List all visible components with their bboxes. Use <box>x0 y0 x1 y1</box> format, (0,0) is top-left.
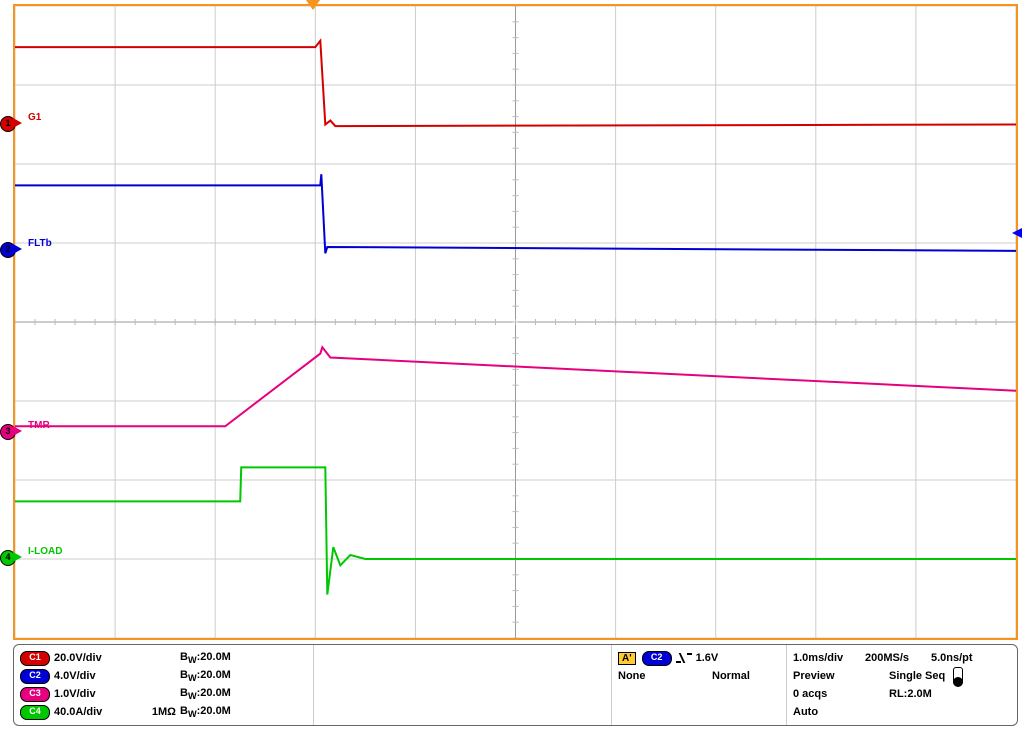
acq-count: 0 acqs <box>793 688 885 700</box>
channel-pill: C2 <box>20 669 50 684</box>
trigger-a-badge: A' <box>618 652 636 665</box>
acq-state: Preview <box>793 670 885 682</box>
trigger-level: 1.6V <box>696 652 719 664</box>
channel-bw: BW:20.0M <box>180 687 231 701</box>
channel-scale: 20.0V/div <box>54 652 132 664</box>
ch4-label: I-LOAD <box>28 546 62 557</box>
channel-scale: 40.0A/div <box>54 706 132 718</box>
time-resolution: 5.0ns/pt <box>931 652 973 664</box>
waveform-svg <box>15 6 1016 638</box>
channel-row: C3 1.0V/div BW:20.0M <box>20 685 307 703</box>
trigger-mode-left: None <box>618 670 708 682</box>
trigger-source-pill: C2 <box>642 651 672 666</box>
channel-bw: BW:20.0M <box>180 651 231 665</box>
channel-pill: C4 <box>20 705 50 720</box>
sample-rate: 200MS/s <box>865 652 927 664</box>
channel-bw: BW:20.0M <box>180 705 231 719</box>
ch2-label: FLTb <box>28 238 52 249</box>
trigger-level-arrow <box>1012 228 1022 238</box>
channel-row: C1 20.0V/div BW:20.0M <box>20 649 307 667</box>
oscilloscope-display <box>13 4 1018 640</box>
status-bar: C1 20.0V/div BW:20.0M C2 4.0V/div BW:20.0M C3 1… <box>13 644 1018 726</box>
channel-row: C2 4.0V/div BW:20.0M <box>20 667 307 685</box>
channel-impedance: 1MΩ <box>136 706 176 718</box>
time-per-div: 1.0ms/div <box>793 652 861 664</box>
ch3-label: TMR <box>28 420 50 431</box>
timebase-panel: 1.0ms/div 200MS/s 5.0ns/pt Preview Singl… <box>787 645 1017 725</box>
spacer-panel <box>314 645 612 725</box>
channel-scale: 4.0V/div <box>54 670 132 682</box>
channel-row: C4 40.0A/div 1MΩ BW:20.0M <box>20 703 307 721</box>
channel-panel: C1 20.0V/div BW:20.0M C2 4.0V/div BW:20.0M C3 1… <box>14 645 314 725</box>
record-length: RL:2.0M <box>889 688 932 700</box>
falling-edge-icon <box>676 653 692 663</box>
trigger-auto: Auto <box>793 706 818 718</box>
ch1-arrow-icon <box>13 118 22 128</box>
ch3-arrow-icon <box>13 426 22 436</box>
channel-pill: C1 <box>20 651 50 666</box>
ch4-arrow-icon <box>13 552 22 562</box>
channel-bw: BW:20.0M <box>180 669 231 683</box>
thermometer-icon <box>953 667 963 685</box>
channel-pill: C3 <box>20 687 50 702</box>
seq-mode: Single Seq <box>889 670 945 682</box>
trigger-mode-right: Normal <box>712 670 750 682</box>
trigger-position-marker <box>306 0 320 10</box>
trigger-panel: A' C2 1.6V None Normal <box>612 645 787 725</box>
ch2-arrow-icon <box>13 244 22 254</box>
ch1-label: G1 <box>28 112 41 123</box>
channel-scale: 1.0V/div <box>54 688 132 700</box>
